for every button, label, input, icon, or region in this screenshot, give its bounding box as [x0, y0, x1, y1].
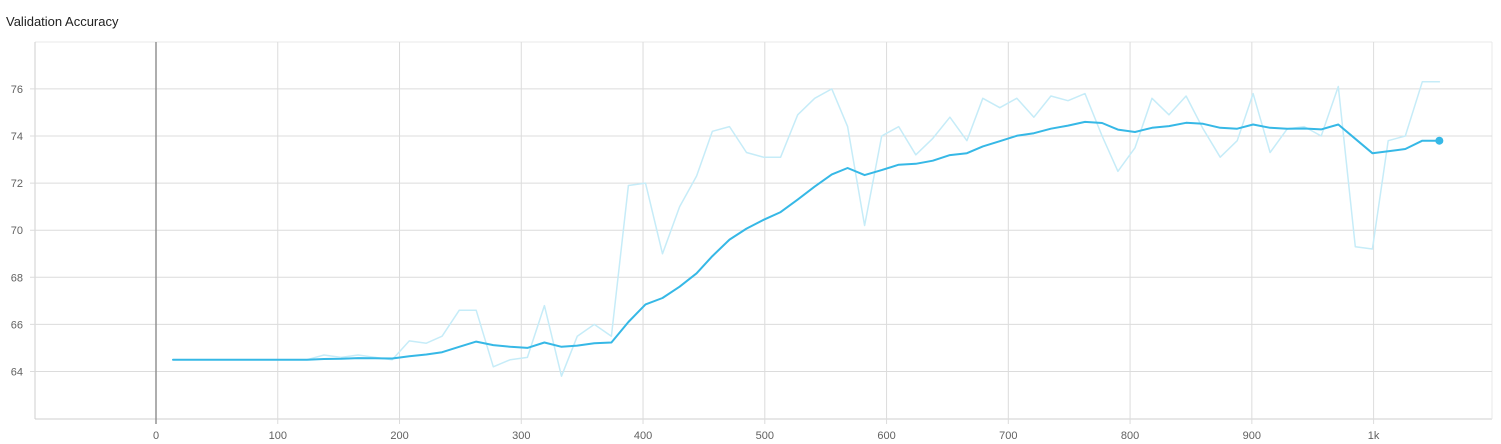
y-tick-label: 68 — [11, 272, 23, 284]
x-tick-label: 200 — [390, 430, 408, 442]
y-tick-label: 66 — [11, 319, 23, 331]
y-tick-label: 70 — [11, 225, 23, 237]
chart-title: Validation Accuracy — [6, 14, 119, 29]
x-tick-label: 900 — [1243, 430, 1261, 442]
tick-label-layer: 0 100 200 300 400 500 600 700 800 900 1k 64 66 68 70 72… — [11, 84, 1380, 442]
x-tick-label: 500 — [756, 430, 774, 442]
x-tick-label: 800 — [1121, 430, 1139, 442]
y-tick-label: 76 — [11, 84, 23, 96]
series-endpoint-marker — [1435, 136, 1444, 145]
x-tick-label: 300 — [512, 430, 530, 442]
grid-layer — [30, 41, 1493, 424]
smoothed-accuracy-line — [172, 120, 1441, 361]
x-tick-label: 600 — [877, 430, 895, 442]
series-layer — [172, 81, 1444, 377]
y-tick-label: 74 — [11, 131, 23, 143]
x-tick-label: 400 — [634, 430, 652, 442]
y-tick-label: 72 — [11, 178, 23, 190]
x-tick-label: 700 — [999, 430, 1017, 442]
x-tick-label: 0 — [153, 430, 159, 442]
x-tick-label: 1k — [1368, 430, 1380, 442]
x-tick-label: 100 — [269, 430, 287, 442]
y-tick-label: 64 — [11, 367, 23, 379]
